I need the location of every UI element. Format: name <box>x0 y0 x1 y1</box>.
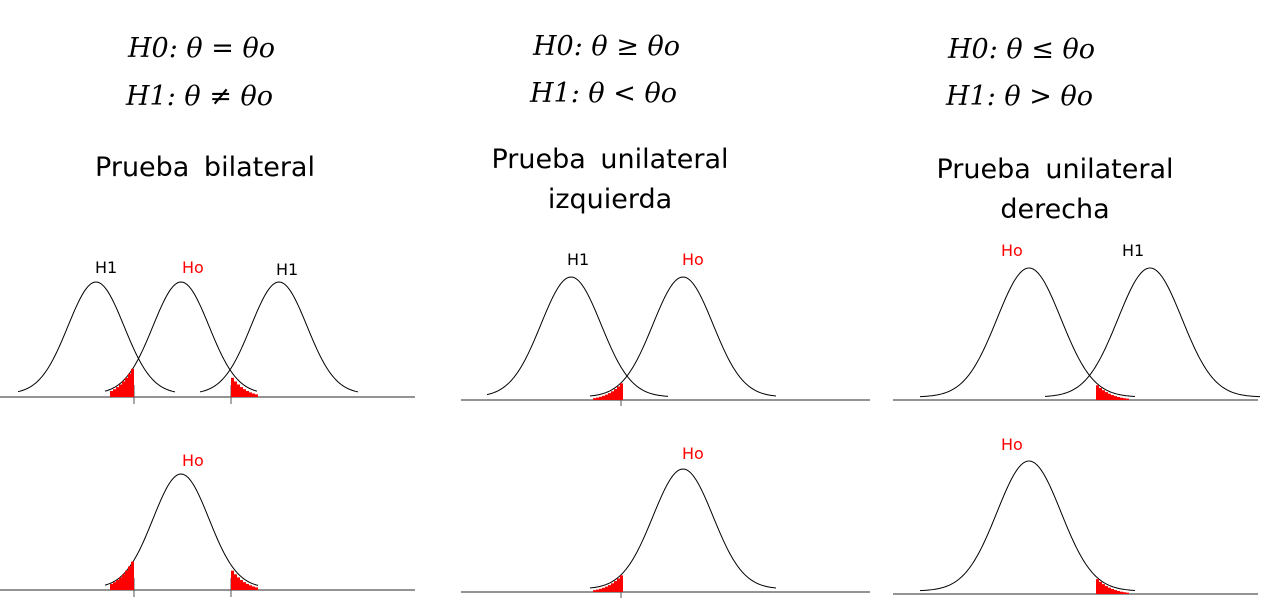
panel2-bottom-rejection <box>593 575 623 592</box>
panel3-title-line2: derecha <box>1000 194 1110 225</box>
panel2-top-curve-ho <box>589 276 777 397</box>
panel3-bottom-rejection <box>1096 579 1129 594</box>
panel3-bottom-curve-ho <box>919 460 1136 592</box>
panel1-bottom-label-ho: Ho <box>182 451 204 470</box>
panel1-h0: H0: θ = θo <box>128 33 275 64</box>
panel1-bottom-rejection-right <box>231 570 258 590</box>
panel1-top-label-h1-right: H1 <box>276 260 299 279</box>
panel1-top-curve-h1-right <box>199 281 359 393</box>
panel2-bottom-curve-ho <box>589 468 777 589</box>
panel3-h1: H1: θ > θo <box>946 81 1093 112</box>
panel1-top-curve-ho <box>104 281 258 392</box>
panel2-bottom-label-ho: Ho <box>682 444 704 463</box>
panel2-top-curve-h1 <box>486 276 669 397</box>
panel1-h1: H1: θ ≠ θo <box>126 81 273 112</box>
panel3-top-curve-ho <box>919 267 1136 398</box>
panel1-top-rejection-left <box>110 368 134 397</box>
panel1-bottom-curve-ho <box>104 473 259 586</box>
panel3-title-line1: Prueba unilateral <box>936 154 1174 185</box>
panel1-title: Prueba bilateral <box>95 152 315 183</box>
panel2-top-label-ho: Ho <box>682 250 704 269</box>
panel2-title-line1: Prueba unilateral <box>491 144 729 175</box>
panel2-h1: H1: θ < θo <box>530 78 677 109</box>
panel2-h0: H0: θ ≥ θo <box>533 31 680 62</box>
panel2-top-rejection <box>593 383 623 400</box>
panel3-top-label-h1: H1 <box>1122 241 1145 260</box>
panel1-top-rejection-right <box>231 377 258 397</box>
panel3-bottom-label-ho: Ho <box>1001 435 1023 454</box>
panel3-h0: H0: θ ≤ θo <box>948 34 1095 65</box>
panel3-top-curve-h1 <box>1044 267 1261 398</box>
panel3-top-rejection <box>1096 385 1129 400</box>
panel2-top-label-h1: H1 <box>567 250 590 269</box>
panel3-top-label-ho: Ho <box>1001 241 1023 260</box>
panel2-title-line2: izquierda <box>547 184 673 215</box>
panel1-bottom-rejection-left <box>110 561 134 590</box>
panel1-top-label-ho: Ho <box>182 258 204 277</box>
panel1-top-label-h1-left: H1 <box>95 258 118 277</box>
panel1-top-curve-h1-left <box>17 281 176 393</box>
